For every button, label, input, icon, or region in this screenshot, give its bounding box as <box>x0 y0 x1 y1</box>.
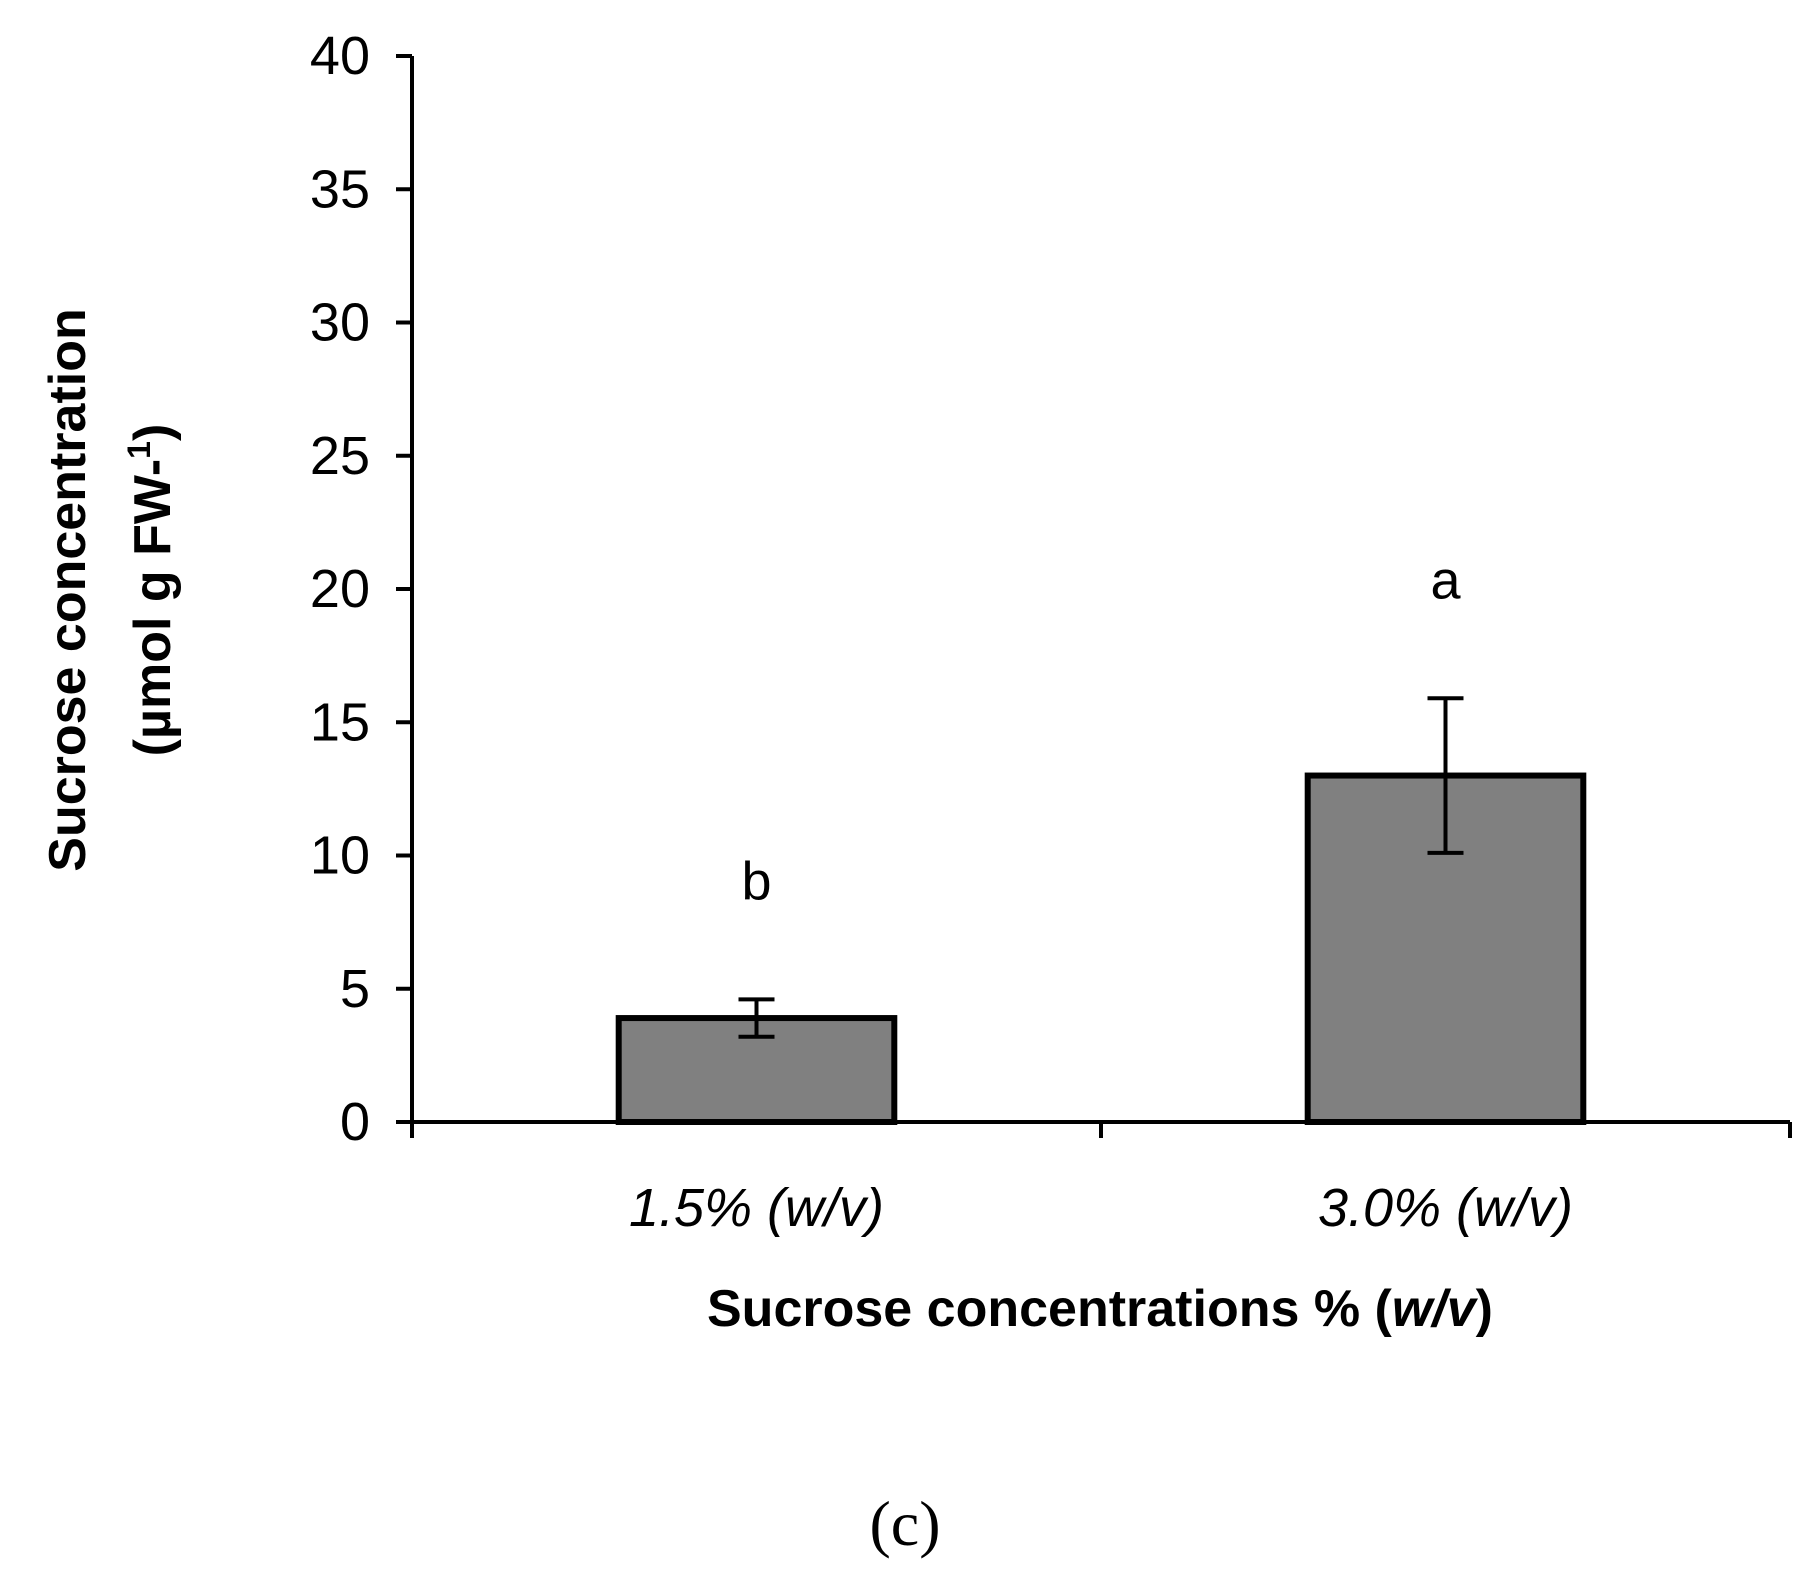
y-tick-label: 15 <box>310 692 370 752</box>
y-axis-units-close: ) <box>124 424 182 441</box>
y-axis-label-line1: Sucrose concentration <box>39 308 97 871</box>
x-axis-label-main: Sucrose concentrations % ( <box>707 1280 1393 1338</box>
x-axis-label-close: ) <box>1476 1280 1493 1338</box>
y-tick-label: 35 <box>310 159 370 219</box>
y-tick-label: 5 <box>340 959 370 1019</box>
x-axis-label-italic: w/v <box>1392 1280 1479 1338</box>
error-bars <box>738 696 1464 1039</box>
y-tick-label: 40 <box>310 26 370 86</box>
y-axis-units-text: (µmol g FW- <box>124 459 182 757</box>
y-axis-label-units: (µmol g FW-1) <box>121 424 182 757</box>
y-tick-label: 30 <box>310 293 370 353</box>
y-axis-ticks: 0 5 10 15 20 25 30 35 40 <box>310 26 412 1152</box>
significance-letter: a <box>1430 550 1461 610</box>
y-axis-units-superscript: 1 <box>121 441 157 459</box>
significance-letters: ba <box>741 550 1461 911</box>
category-label: 1.5% (w/v) <box>629 1178 884 1238</box>
bar-series <box>615 772 1587 1125</box>
y-tick-label: 0 <box>340 1092 370 1152</box>
y-tick-label: 10 <box>310 826 370 886</box>
significance-letter: b <box>741 851 771 911</box>
panel-label: (c) <box>869 1488 940 1559</box>
category-label: 3.0% (w/v) <box>1318 1178 1573 1238</box>
y-axis-label: Sucrose concentration <box>39 308 97 871</box>
x-axis-label: Sucrose concentrations % (w/v) <box>707 1280 1493 1338</box>
y-tick-label: 25 <box>310 426 370 486</box>
category-labels: 1.5% (w/v) 3.0% (w/v) <box>629 1178 1573 1238</box>
y-tick-label: 20 <box>310 559 370 619</box>
